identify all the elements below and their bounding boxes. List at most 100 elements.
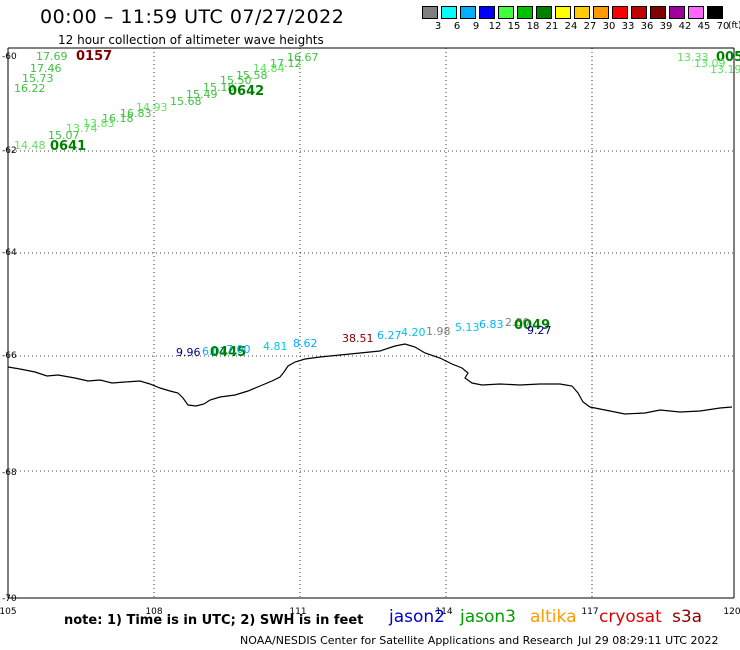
wave-height-value: 17.12 [270, 57, 302, 70]
legend-label-45: 45 [697, 21, 711, 32]
legend-swatch-45 [688, 6, 704, 19]
lon-label-108: 108 [145, 607, 162, 617]
observation-layer: 17.69 015717.4615.7316.2216.6717.1214.841… [14, 49, 740, 360]
legend-label-18: 18 [526, 21, 540, 32]
legend-unit: (ft) [728, 21, 740, 31]
lon-label-120: 120 [723, 607, 740, 617]
wave-height-value: 15.58 [236, 69, 268, 82]
map-grid [7, 47, 735, 599]
wave-height-value: 16.83 [120, 107, 152, 120]
wave-height-value: 9.27 [527, 324, 552, 337]
wave-height-value: 14.48 [14, 139, 46, 152]
wave-height-value: 16.22 [14, 82, 46, 95]
pass-time-label: 0642 [228, 84, 264, 99]
legend-label-39: 39 [659, 21, 673, 32]
legend-label-15: 15 [507, 21, 521, 32]
legend-swatch-39 [650, 6, 666, 19]
wave-height-value: 38.51 [342, 332, 374, 345]
wave-height-value: 6.07 [202, 345, 227, 358]
wave-height-value: 6.83 [479, 318, 504, 331]
pass-time-label: 0157 [76, 49, 112, 64]
wave-height-value: 14.93 [136, 101, 168, 114]
antarctic-coastline [7, 343, 733, 415]
wave-height-value: 15.49 [186, 88, 218, 101]
lat-label--62: -62 [2, 146, 17, 156]
satellite-cryosat: cryosat [599, 607, 662, 627]
legend-label-30: 30 [602, 21, 616, 32]
legend-swatch-6 [441, 6, 457, 19]
wave-height-value: 5.13 [455, 321, 480, 334]
lat-label--64: -64 [2, 248, 17, 258]
satellite-jason3: jason3 [460, 607, 516, 627]
lon-label-117: 117 [581, 607, 598, 617]
wave-height-value: 8.62 [293, 337, 318, 350]
wave-height-value: 13.83 [83, 117, 115, 130]
wave-height-value: 17.69 [36, 50, 68, 63]
footer-note: note: 1) Time is in UTC; 2) SWH is in fe… [64, 613, 364, 628]
wave-height-value: 13.09 [694, 57, 726, 70]
wave-height-value: 9.96 [176, 346, 201, 359]
map-title: 00:00 – 11:59 UTC 07/27/2022 [40, 6, 345, 28]
legend-swatch-24 [555, 6, 571, 19]
legend-label-42: 42 [678, 21, 692, 32]
legend-swatch-21 [536, 6, 552, 19]
satellite-jason2: jason2 [389, 607, 445, 627]
wave-height-value: 2.80 [505, 316, 530, 329]
legend-swatch-27 [574, 6, 590, 19]
legend-label-12: 12 [488, 21, 502, 32]
wave-height-value: 4.20 [401, 326, 426, 339]
wave-height-value: 6.27 [377, 329, 402, 342]
lon-label-114: 114 [435, 607, 452, 617]
wave-height-value: 15.68 [170, 95, 202, 108]
wave-height-value: 15.50 [220, 74, 252, 87]
wave-height-value: 13.74 [66, 122, 98, 135]
lon-label-105: 105 [0, 607, 17, 617]
wave-height-value: 15.18 [203, 81, 235, 94]
legend-swatch-3 [422, 6, 438, 19]
wave-height-value: 14.84 [253, 62, 285, 75]
legend-swatch-12 [479, 6, 495, 19]
legend-label-70: 70 [716, 21, 730, 32]
map-subtitle: 12 hour collection of altimeter wave hei… [58, 33, 324, 47]
legend-label-6: 6 [453, 21, 461, 32]
satellite-altika: altika [530, 607, 577, 627]
wave-height-value: 13.33 [677, 51, 709, 64]
wave-height-value: 16.67 [287, 51, 319, 64]
legend-label-21: 21 [545, 21, 559, 32]
wave-height-value: 15.07 [48, 129, 80, 142]
legend-label-3: 3 [434, 21, 442, 32]
legend-swatch-33 [612, 6, 628, 19]
pass-time-label: 005 [716, 50, 740, 65]
lat-label--60: -60 [2, 52, 17, 62]
lat-label--70: -70 [2, 594, 17, 604]
lat-label--66: -66 [2, 351, 17, 361]
latitude-labels: -60 -62 -64 -66 -68 -70 [2, 52, 17, 604]
satellite-s3a: s3a [672, 607, 703, 627]
legend-label-36: 36 [640, 21, 654, 32]
legend-swatch-70 [707, 6, 723, 19]
legend-label-27: 27 [583, 21, 597, 32]
wave-height-value: 13.19 [710, 63, 740, 76]
legend-label-24: 24 [564, 21, 578, 32]
wave-height-value: 17.46 [30, 62, 62, 75]
legend-swatch-15 [498, 6, 514, 19]
wave-height-value: 4.81 [263, 340, 288, 353]
longitude-labels: 105 108 111 114 117 120 [0, 607, 740, 617]
generated-timestamp: Jul 29 08:29:11 UTC 2022 [578, 634, 719, 647]
legend-swatch-30 [593, 6, 609, 19]
wave-height-value: 7.00 [226, 343, 251, 356]
wave-height-value: 16.18 [102, 112, 134, 125]
lon-label-111: 111 [289, 607, 306, 617]
pass-time-label: 0445 [210, 345, 246, 360]
legend-swatch-36 [631, 6, 647, 19]
lat-label--68: -68 [2, 468, 17, 478]
wave-height-value: 1.98 [426, 325, 451, 338]
legend-label-33: 33 [621, 21, 635, 32]
pass-time-label: 0049 [514, 318, 550, 333]
legend-swatch-18 [517, 6, 533, 19]
pass-time-label: 0641 [50, 139, 86, 154]
legend-swatch-9 [460, 6, 476, 19]
legend-swatch-42 [669, 6, 685, 19]
wave-height-value: 15.73 [22, 72, 54, 85]
